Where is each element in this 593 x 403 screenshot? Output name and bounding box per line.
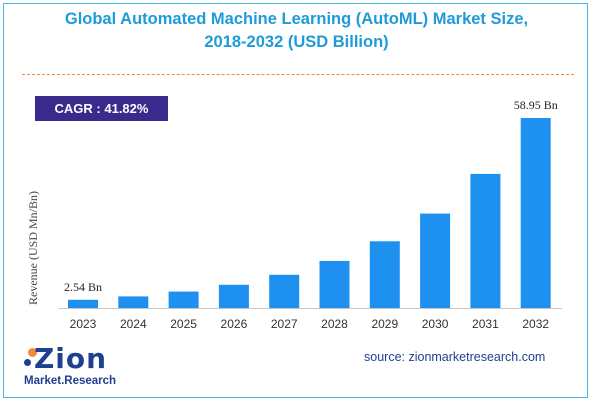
bar-2031 [470,173,501,308]
logo-dot-blue [24,359,31,366]
x-tick-label-2029: 2029 [371,317,398,331]
bar-2026 [218,284,249,308]
logo-sub-text: Market.Research [24,375,117,387]
bar-2030 [420,213,451,308]
x-tick-label-2028: 2028 [321,317,348,331]
x-tick-label-2026: 2026 [221,317,248,331]
x-tick-label-2030: 2030 [422,317,449,331]
source-text: source: zionmarketresearch.com [364,350,546,364]
title-divider [22,74,574,75]
chart-title-line-1: Global Automated Machine Learning (AutoM… [64,10,529,28]
x-tick-label-2024: 2024 [120,317,147,331]
y-axis-label: Revenue (USD Mn/Bn) [26,191,40,305]
logo-dot-orange [28,348,37,357]
bar-2028 [319,260,350,308]
bar-2032 [520,118,551,308]
zion-logo: Zion Market.Research [22,344,132,394]
bar-2023 [68,299,98,308]
data-label-2023: 2.54 Bn [64,280,102,294]
x-tick-label-2025: 2025 [170,317,197,331]
x-tick-label-2032: 2032 [522,317,549,331]
bar-2025 [168,291,199,308]
chart-title: Global Automated Machine Learning (AutoM… [0,8,593,54]
chart-title-line-2: 2018-2032 (USD Billion) [204,33,389,51]
x-tick-label-2027: 2027 [271,317,298,331]
data-label-2032: 58.95 Bn [514,98,558,112]
logo-main-text: Zion [34,342,108,375]
bar-2029 [369,241,400,308]
bar-2027 [269,274,300,308]
x-tick-label-2023: 2023 [70,317,97,331]
cagr-badge: CAGR : 41.82% [35,96,168,121]
x-tick-label-2031: 2031 [472,317,499,331]
bar-2024 [118,296,149,308]
